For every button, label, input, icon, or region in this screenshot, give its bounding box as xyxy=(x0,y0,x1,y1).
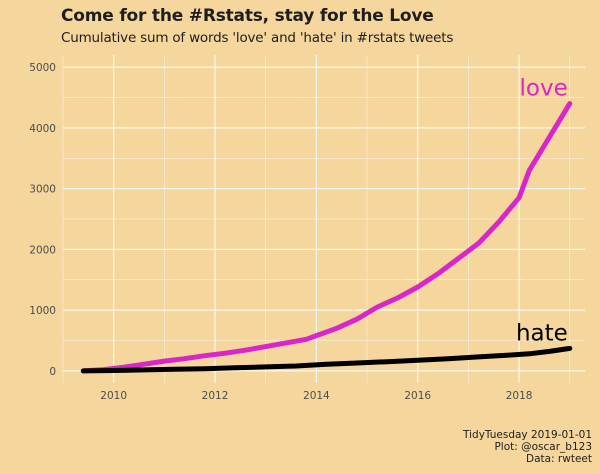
x-tick-label: 2016 xyxy=(404,390,431,402)
x-tick-label: 2010 xyxy=(100,390,127,402)
chart-title: Come for the #Rstats, stay for the Love xyxy=(61,6,434,26)
series-line-hate xyxy=(80,345,573,374)
y-tick-label: 5000 xyxy=(29,62,56,74)
y-tick-label: 2000 xyxy=(29,244,56,256)
y-tick-label: 4000 xyxy=(29,123,56,135)
caption-line-3: Data: rwteet xyxy=(525,453,592,465)
y-tick-label: 1000 xyxy=(29,305,56,317)
y-tick-label: 0 xyxy=(49,366,56,378)
y-tick-label: 3000 xyxy=(29,184,56,196)
caption-line-1: TidyTuesday 2019-01-01 xyxy=(463,429,592,441)
chart-subtitle: Cumulative sum of words 'love' and 'hate… xyxy=(61,30,454,46)
caption: TidyTuesday 2019-01-01 Plot: @oscar_b123… xyxy=(463,429,592,465)
x-tick-label: 2014 xyxy=(303,390,330,402)
series-line-love xyxy=(80,101,573,374)
x-tick-label: 2012 xyxy=(202,390,229,402)
x-tick-label: 2018 xyxy=(506,390,533,402)
series-label-love: love xyxy=(520,76,568,102)
caption-line-2: Plot: @oscar_b123 xyxy=(494,441,592,453)
series-label-hate: hate xyxy=(516,320,568,346)
